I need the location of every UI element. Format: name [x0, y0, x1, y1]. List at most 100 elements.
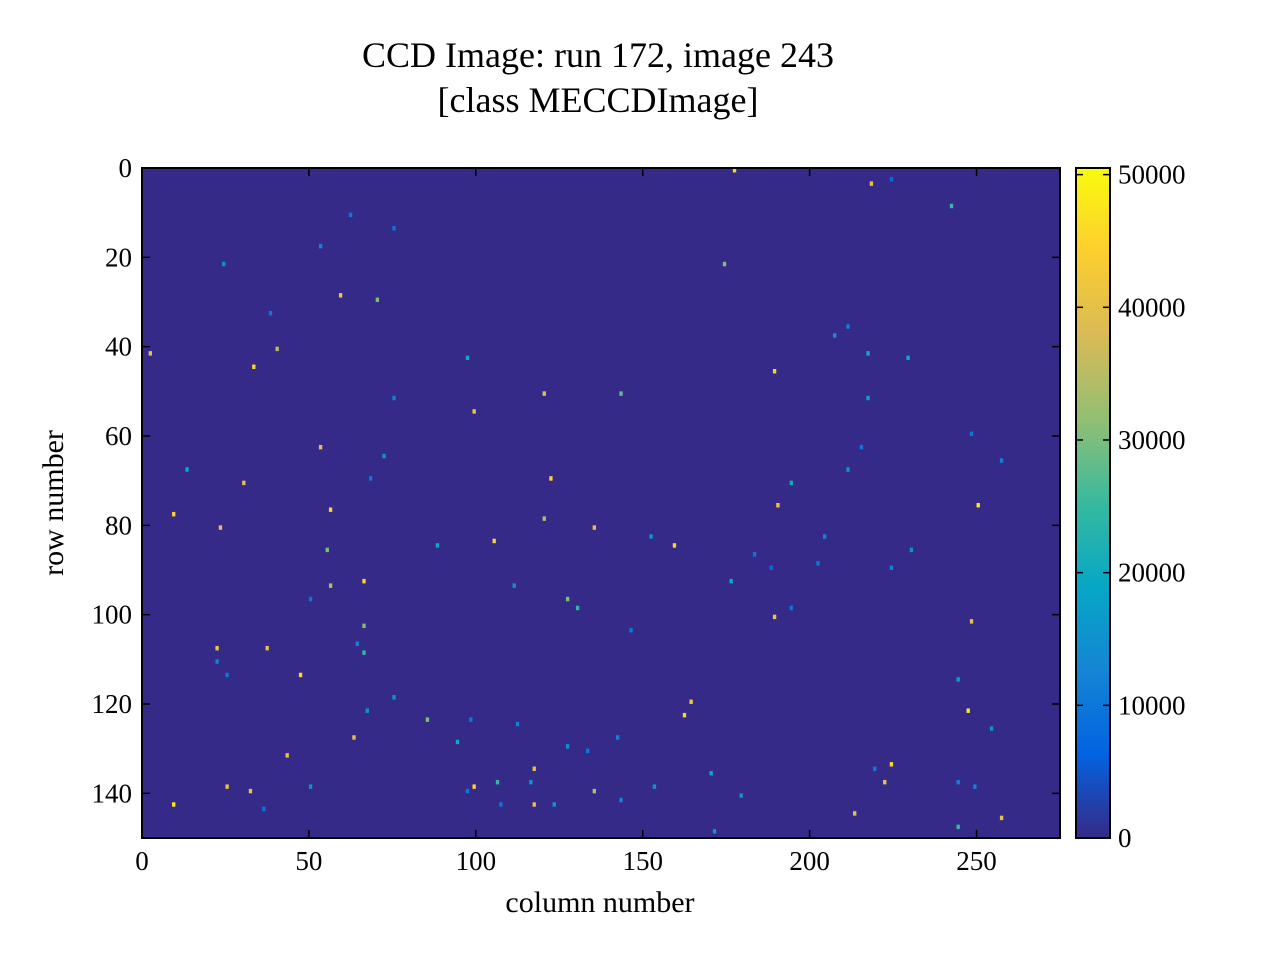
pixel	[542, 516, 546, 521]
pixel	[435, 543, 440, 548]
pixel	[455, 739, 460, 745]
pixel	[629, 628, 633, 633]
pixel	[392, 695, 396, 700]
pixel	[859, 444, 864, 450]
pixel	[185, 467, 189, 472]
pixel	[956, 824, 960, 830]
pixel	[328, 583, 333, 588]
pixel	[285, 753, 289, 758]
pixel	[619, 391, 623, 396]
pixel	[499, 802, 503, 807]
pixel	[909, 547, 914, 553]
x-tick-label: 0	[135, 846, 149, 876]
x-tick-label: 250	[956, 846, 997, 876]
pixel	[465, 788, 470, 794]
pixel	[709, 771, 713, 776]
pixel	[976, 503, 980, 508]
pixel	[873, 766, 877, 771]
pixel	[565, 596, 570, 602]
image-background	[142, 168, 1060, 838]
pixel	[682, 712, 687, 718]
pixel	[392, 395, 396, 401]
pixel	[772, 614, 777, 620]
pixel	[883, 779, 887, 785]
pixel	[619, 797, 623, 803]
pixel	[362, 623, 366, 629]
pixel	[772, 369, 777, 374]
y-tick-label: 80	[105, 510, 132, 540]
pixel	[906, 355, 910, 361]
pixel	[833, 333, 837, 338]
pixel	[298, 672, 303, 678]
pixel	[225, 784, 229, 789]
pixel	[565, 744, 570, 749]
pixel	[275, 346, 279, 352]
pixel	[999, 815, 1004, 821]
pixel	[215, 659, 219, 664]
y-tick-label: 60	[105, 421, 132, 451]
pixel	[348, 212, 353, 218]
colorbar	[1075, 167, 1111, 839]
pixel	[616, 735, 620, 740]
pixel	[789, 480, 793, 486]
pixel	[308, 596, 313, 602]
pixel	[672, 543, 677, 548]
pixel	[362, 650, 366, 655]
pixel	[529, 779, 533, 785]
pixel	[392, 226, 396, 231]
pixel	[732, 168, 737, 173]
pixel	[846, 467, 850, 472]
pixel	[552, 802, 556, 807]
colorbar-tick-label: 30000	[1118, 425, 1186, 455]
pixel	[846, 324, 850, 329]
pixel	[712, 829, 717, 834]
pixel	[532, 802, 536, 807]
pixel	[822, 534, 827, 539]
pixel	[172, 511, 176, 517]
pixel	[575, 605, 580, 611]
pixel	[652, 784, 657, 789]
pixel	[866, 351, 870, 356]
pixel	[999, 458, 1004, 463]
pixel	[465, 355, 470, 361]
chart-title: CCD Image: run 172, image 243	[362, 35, 834, 75]
pixel	[222, 261, 226, 267]
pixel	[949, 203, 954, 209]
pixel	[225, 672, 229, 678]
pixel	[328, 507, 333, 512]
pixel	[973, 784, 977, 789]
pixel	[969, 431, 974, 436]
pixel	[592, 788, 596, 794]
y-tick-label: 40	[105, 332, 132, 362]
pixel	[542, 391, 546, 396]
pixel	[318, 243, 323, 249]
pixel	[889, 565, 894, 570]
y-tick-label: 20	[105, 242, 132, 272]
colorbar-tick-label: 20000	[1118, 558, 1186, 588]
pixel	[789, 605, 793, 611]
pixel	[495, 779, 500, 785]
pixel	[368, 476, 373, 481]
pixel	[242, 480, 246, 486]
pixel	[776, 503, 780, 508]
pixel	[739, 793, 743, 798]
pixel	[769, 565, 773, 570]
y-tick-label: 120	[92, 689, 133, 719]
pixel	[752, 552, 757, 557]
y-axis-label: row number	[37, 430, 70, 576]
pixel	[338, 293, 343, 298]
pixel	[649, 534, 653, 539]
pixel	[492, 538, 496, 544]
pixel	[889, 176, 894, 182]
x-axis-label: column number	[505, 886, 694, 919]
pixel	[362, 578, 366, 584]
y-tick-label: 0	[119, 153, 133, 183]
pixel	[268, 310, 273, 316]
pixel	[969, 619, 974, 624]
pixel	[729, 578, 733, 584]
pixel	[469, 717, 473, 722]
pixel	[252, 364, 256, 369]
pixel	[515, 721, 520, 727]
pixel	[689, 699, 693, 704]
